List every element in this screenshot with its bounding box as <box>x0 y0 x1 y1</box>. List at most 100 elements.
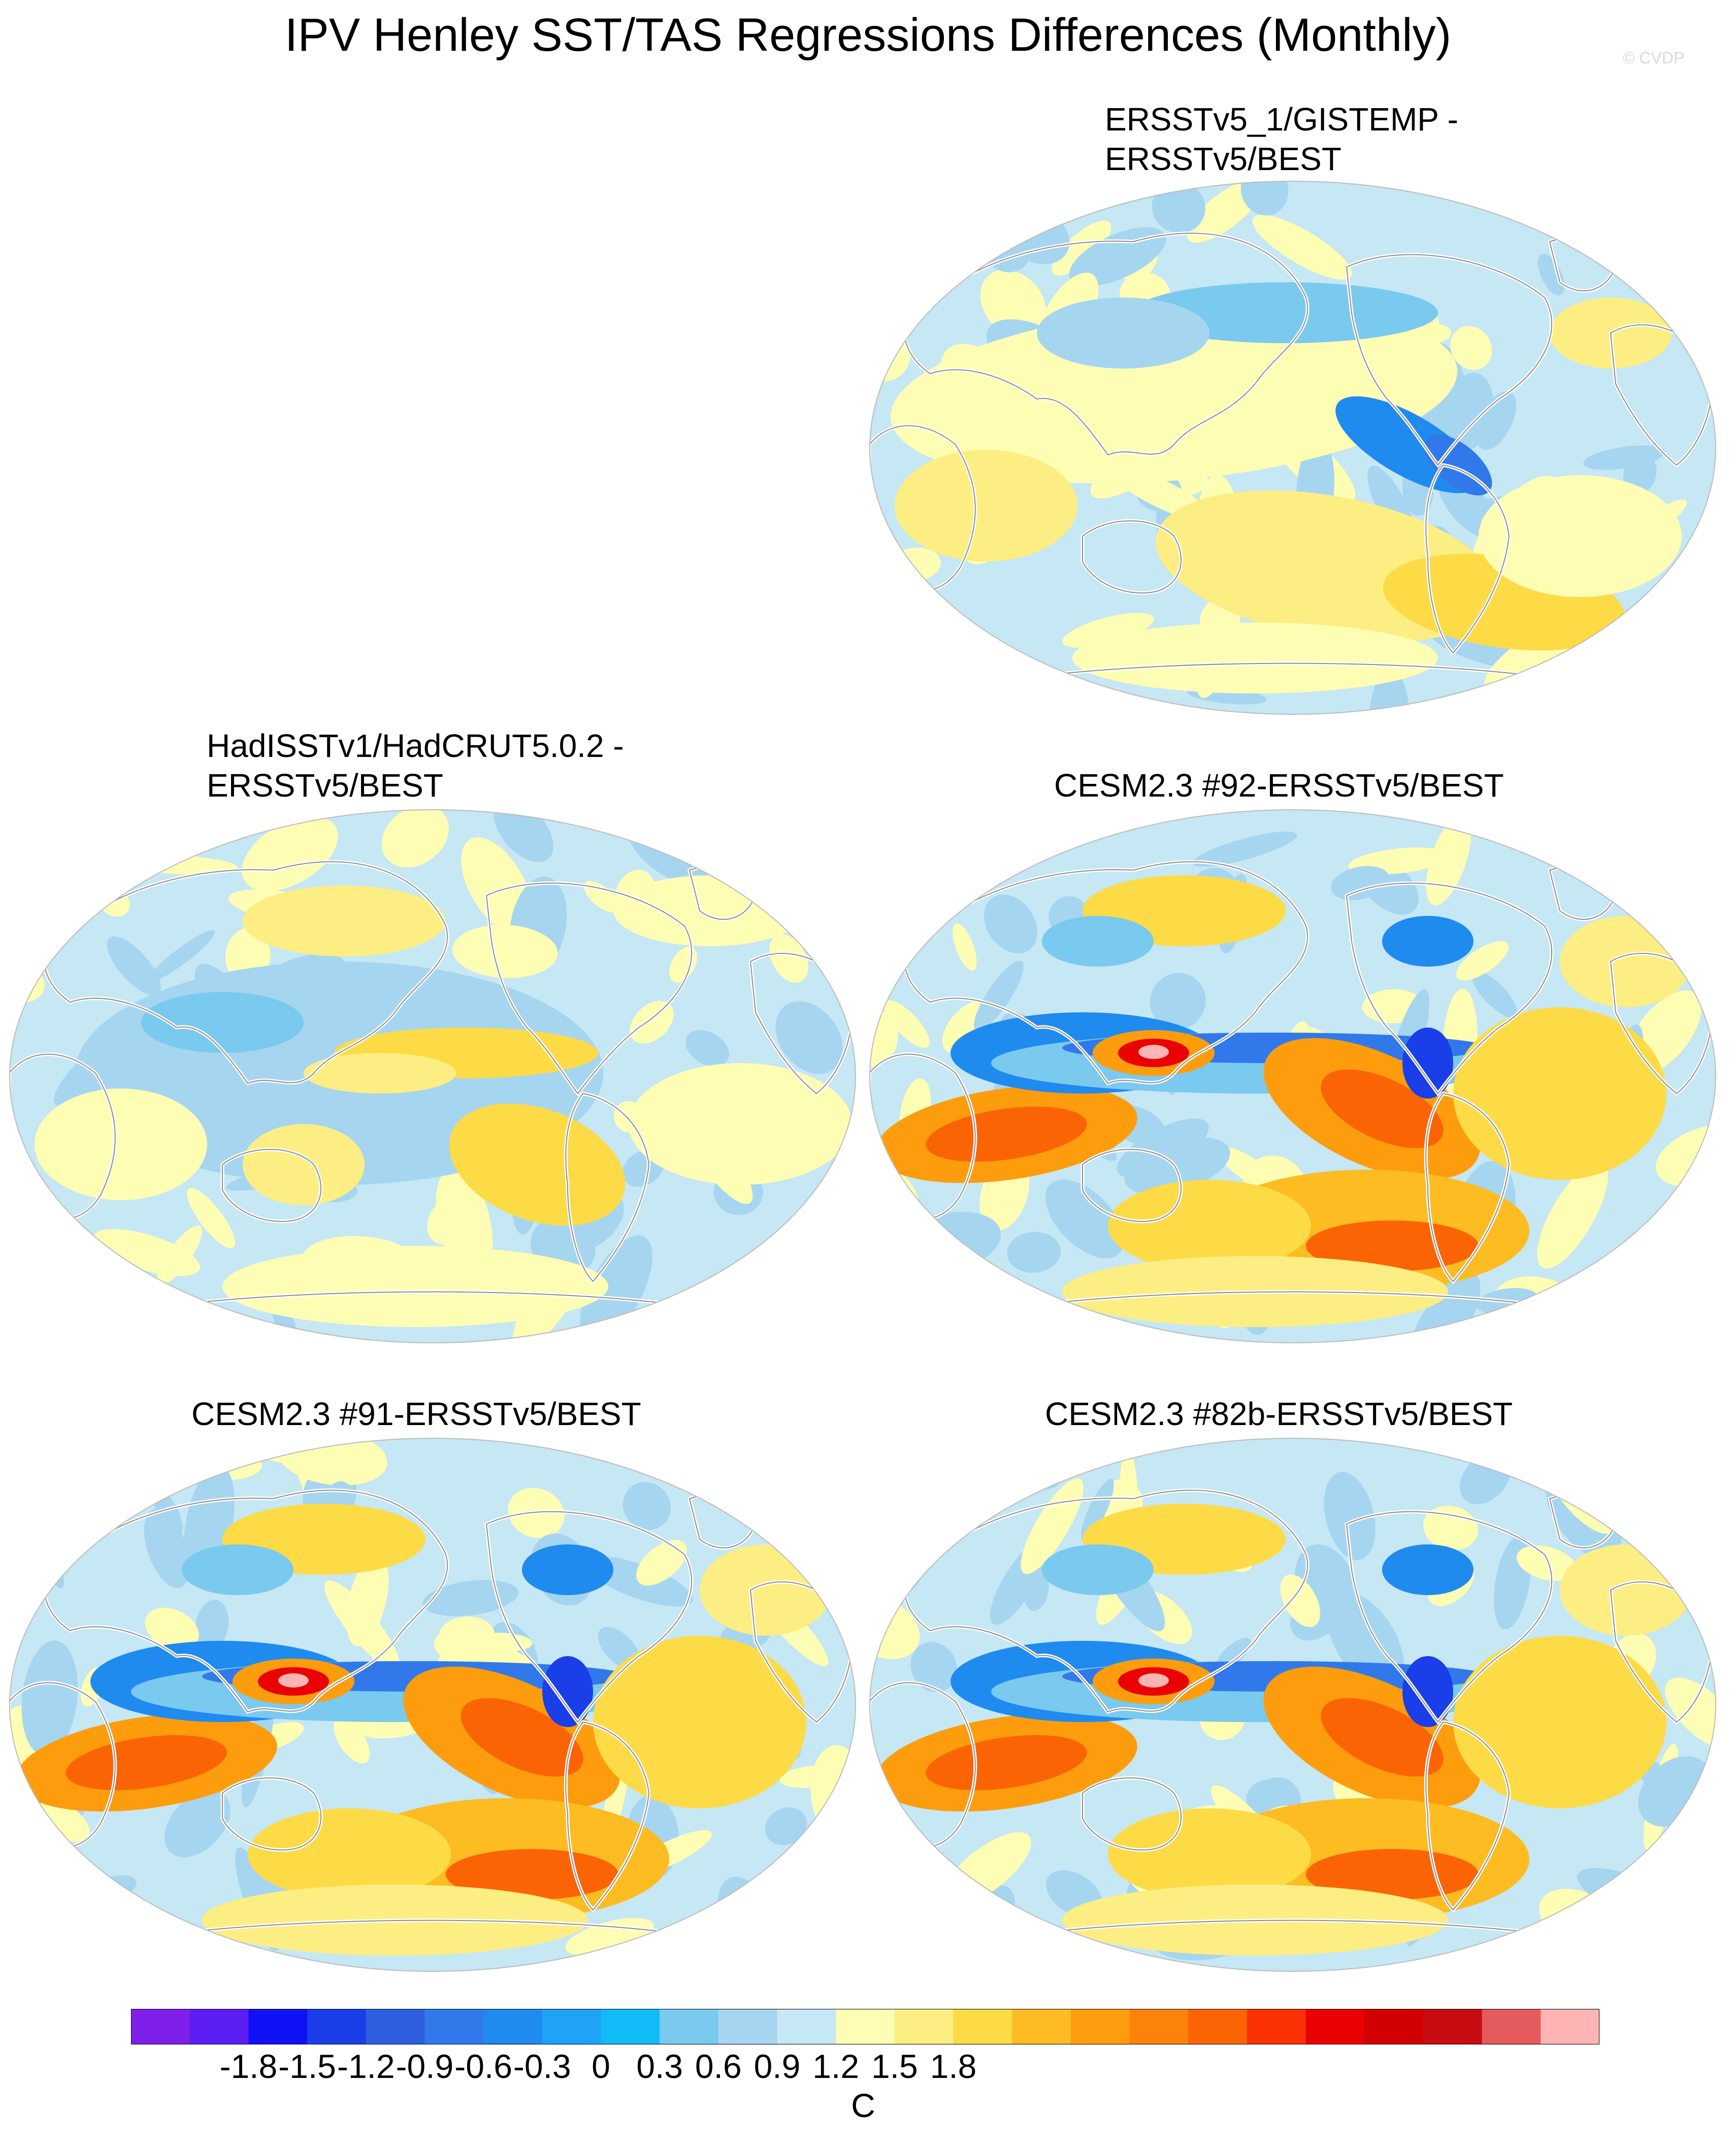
anomaly-region <box>446 1849 618 1900</box>
anomaly-region <box>1280 1574 1321 1627</box>
coastline <box>904 1490 1308 1713</box>
map-hadisst-hadcrut <box>9 809 856 1343</box>
anomaly-region <box>222 1246 608 1327</box>
anomaly-region <box>1382 1544 1473 1595</box>
anomaly-region <box>164 1790 231 1858</box>
anomaly-region <box>1638 1295 1701 1343</box>
colorbar-tick-label: 0.6 <box>695 2047 742 2085</box>
field-layer <box>9 809 856 1343</box>
panel-title-line1: CESM2.3 #92-ERSSTv5/BEST <box>1054 767 1504 804</box>
anomaly-region <box>623 1482 671 1530</box>
colorbar-swatch <box>189 2009 249 2044</box>
anomaly-region <box>9 809 39 898</box>
coastline <box>1610 1581 1714 1723</box>
map-ersstv5-gistemp <box>869 181 1716 715</box>
anomaly-region <box>1635 1438 1663 1465</box>
colorbar-tick-label: 1.5 <box>871 2047 918 2085</box>
anomaly-region <box>1037 298 1209 369</box>
anomaly-region <box>1108 1808 1311 1900</box>
anomaly-region <box>811 1243 856 1298</box>
colorbar-tick-label: 0.3 <box>636 2047 683 2085</box>
colorbar-swatch <box>894 2009 954 2044</box>
anomaly-region <box>21 1640 78 1756</box>
coastline <box>1346 1511 1553 1723</box>
anomaly-region <box>1402 1028 1453 1099</box>
anomaly-region <box>775 1001 843 1074</box>
colorbar-tick-label: 1.8 <box>930 2047 977 2085</box>
anomaly-region <box>1138 1673 1169 1688</box>
coastline <box>485 1511 693 1723</box>
coastline <box>1610 953 1714 1095</box>
colorbar-tick-label: 0 <box>592 2047 610 2085</box>
anomaly-region <box>1024 1570 1049 1611</box>
anomaly-region <box>1453 1007 1666 1180</box>
colorbar-swatch <box>1482 2009 1541 2044</box>
anomaly-region <box>1007 1232 1061 1273</box>
anomaly-region <box>910 1642 958 1693</box>
colorbar-swatch <box>718 2009 778 2044</box>
anomaly-region <box>65 1735 227 1791</box>
anomaly-region <box>169 1941 254 1972</box>
anomaly-region <box>1108 1180 1311 1271</box>
coastline <box>1425 1093 1510 1282</box>
panel-title-line1: CESM2.3 #82b-ERSSTv5/BEST <box>1045 1396 1513 1432</box>
colorbar-swatch <box>1305 2009 1365 2044</box>
anomaly-region <box>901 202 946 242</box>
colorbar-tick-label: 0.9 <box>754 2047 801 2085</box>
colorbar-swatch <box>1129 2009 1189 2044</box>
panel-title-cesm-92: CESM2.3 #92-ERSSTv5/BEST <box>1054 766 1504 805</box>
coastline <box>1346 254 1553 466</box>
anomaly-region <box>1426 814 1471 906</box>
anomaly-region <box>636 1540 687 1586</box>
field-layer <box>869 181 1716 715</box>
anomaly-region <box>1193 831 1297 867</box>
anomaly-region <box>926 1735 1087 1791</box>
anomaly-region <box>1133 282 1438 343</box>
coastline <box>904 861 1308 1084</box>
anomaly-region <box>700 1544 832 1636</box>
anomaly-region <box>13 828 73 876</box>
coastline <box>1425 1721 1510 1911</box>
colorbar-swatch <box>131 2009 190 2044</box>
colorbar-swatch <box>1541 2009 1599 2044</box>
anomaly-region <box>1674 306 1699 344</box>
colorbar-swatch <box>248 2009 308 2044</box>
anomaly-region <box>1583 445 1665 470</box>
field-layer <box>869 1438 1716 1972</box>
map-cesm-92 <box>869 809 1716 1343</box>
anomaly-region <box>1152 181 1205 234</box>
colorbar-swatch <box>1070 2009 1130 2044</box>
anomaly-region <box>974 961 1024 1031</box>
anomaly-region <box>580 1235 652 1343</box>
anomaly-region <box>1138 1045 1169 1059</box>
anomaly-region <box>1321 1698 1444 1777</box>
coastline <box>222 1777 322 1850</box>
anomaly-region <box>890 304 1458 484</box>
anomaly-region <box>1652 1285 1716 1343</box>
cvdp-watermark: © CVDP <box>1623 49 1685 67</box>
anomaly-region <box>1631 809 1674 880</box>
anomaly-region <box>811 815 856 904</box>
map-border <box>869 181 1716 715</box>
coastline <box>485 882 693 1095</box>
coastline <box>565 1093 650 1282</box>
anomaly-region <box>1472 971 1518 1018</box>
anomaly-region <box>765 1807 807 1845</box>
anomaly-region <box>769 934 808 983</box>
colorbar-tick-label: 1.2 <box>812 2047 860 2085</box>
anomaly-region <box>1560 916 1692 1007</box>
anomaly-region <box>28 1211 61 1243</box>
anomaly-region <box>1537 1161 1609 1269</box>
anomaly-region <box>1117 1118 1209 1178</box>
colorbar-swatch <box>483 2009 543 2044</box>
anomaly-region <box>9 809 39 835</box>
colorbar-swatch <box>366 2009 425 2044</box>
panel-title-line2: ERSSTv5/BEST <box>207 767 443 804</box>
anomaly-region <box>918 620 971 666</box>
anomaly-region <box>278 1673 309 1688</box>
anomaly-region <box>1560 1544 1692 1636</box>
map-border <box>869 1438 1716 1972</box>
anomaly-region <box>1331 866 1390 900</box>
anomaly-region <box>593 1636 806 1808</box>
anomaly-region <box>157 1226 202 1285</box>
